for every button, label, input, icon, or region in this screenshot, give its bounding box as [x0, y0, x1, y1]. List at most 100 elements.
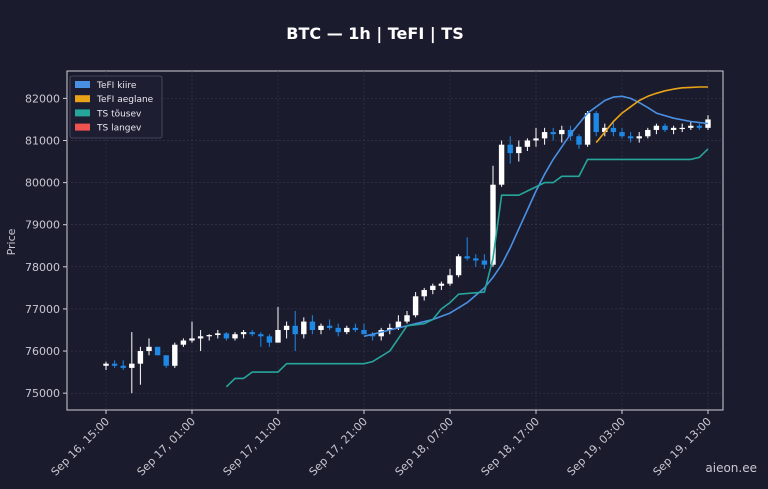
candle — [240, 329, 247, 339]
candle-body — [438, 283, 445, 286]
candle-body — [507, 144, 513, 154]
candle-body — [412, 296, 419, 316]
candle — [498, 140, 505, 187]
candle — [335, 323, 341, 337]
candle-body — [610, 127, 617, 133]
candles — [103, 111, 711, 394]
x-tick-label: Sep 16, 15:00 — [49, 415, 113, 479]
candle — [163, 355, 169, 368]
candle-body — [197, 336, 204, 339]
candle-body — [120, 365, 126, 368]
candle-body — [593, 113, 599, 133]
candle — [352, 323, 359, 333]
candle-body — [335, 327, 341, 333]
candle-body — [404, 315, 410, 322]
candle — [645, 127, 651, 139]
legend-box — [69, 75, 163, 139]
candle — [292, 311, 298, 352]
candle — [215, 329, 221, 339]
candle — [455, 254, 462, 278]
candle — [146, 338, 152, 356]
candle — [670, 125, 677, 135]
candle — [421, 287, 427, 301]
x-tick-label: Sep 17, 11:00 — [221, 415, 285, 479]
candle — [550, 127, 556, 141]
candle-body — [326, 325, 333, 328]
x-tick-label: Sep 19, 03:00 — [565, 415, 629, 479]
candle — [593, 111, 599, 137]
candle-body — [137, 351, 144, 364]
candle-body — [447, 275, 453, 284]
candle-body — [189, 338, 195, 341]
series-line — [363, 95, 709, 338]
candle — [688, 121, 694, 130]
series-line — [595, 86, 708, 144]
x-tick-label: Sep 17, 21:00 — [307, 415, 371, 479]
candle-body — [473, 258, 479, 261]
candle-body — [369, 334, 376, 337]
candle — [404, 311, 410, 324]
candle-body — [378, 329, 384, 337]
candle — [258, 332, 264, 347]
candle-body — [206, 335, 212, 337]
candle — [696, 123, 703, 130]
y-tick-label: 76000 — [25, 345, 60, 358]
legend-swatch — [75, 123, 90, 131]
x-tick-label: Sep 18, 17:00 — [479, 415, 543, 479]
candle — [430, 283, 436, 295]
candle — [232, 332, 238, 341]
candle — [584, 111, 591, 147]
candle-body — [516, 146, 522, 154]
legend-label: TS tõusev — [96, 109, 142, 119]
candle-body — [129, 363, 135, 368]
candle — [447, 268, 453, 286]
candle — [516, 140, 522, 162]
candle — [275, 306, 281, 343]
candle-body — [318, 325, 324, 330]
candle-body — [430, 285, 436, 290]
y-tick-label: 80000 — [25, 177, 60, 190]
candle-body — [361, 329, 367, 335]
candle — [602, 123, 608, 137]
candle — [705, 115, 711, 130]
candle-body — [232, 334, 238, 339]
series-lines — [225, 86, 709, 388]
candle — [361, 323, 367, 335]
y-tick-label: 79000 — [25, 219, 60, 232]
candle-body — [688, 125, 694, 128]
candle-body — [266, 336, 273, 343]
candle-body — [309, 321, 316, 330]
candle-body — [240, 332, 247, 335]
candle-body — [490, 184, 496, 265]
legend: TeFI kiire TeFI aeglane TS tõusev TS langev — [69, 75, 163, 139]
candle-body — [653, 125, 660, 130]
y-tick-label: 81000 — [25, 134, 60, 147]
candle-body — [387, 327, 393, 330]
candle — [610, 121, 617, 137]
candle — [507, 136, 513, 164]
candle — [111, 360, 118, 368]
candle — [154, 346, 161, 356]
candle-body — [696, 125, 703, 128]
candle — [223, 332, 230, 341]
candle — [679, 123, 685, 133]
candle — [283, 321, 290, 339]
candle-body — [619, 132, 625, 137]
legend-label: TeFI aeglane — [96, 95, 154, 105]
candle-body — [584, 113, 591, 145]
x-tick-label: Sep 17, 01:00 — [135, 415, 199, 479]
y-axis-label: Price — [5, 228, 18, 255]
candle — [309, 315, 316, 335]
y-tick-label: 78000 — [25, 261, 60, 274]
legend-swatch — [75, 81, 90, 88]
candle — [180, 338, 187, 347]
candle-body — [275, 329, 281, 343]
candle — [438, 281, 445, 290]
candle-body — [481, 260, 488, 265]
legend-label: TS langev — [96, 124, 142, 134]
candle-body — [180, 340, 187, 345]
candle — [490, 165, 496, 267]
candle-body — [533, 138, 539, 141]
candle — [636, 132, 642, 143]
y-axis: 75000 76000 77000 78000 79000 80000 81000 82000 — [25, 92, 67, 400]
